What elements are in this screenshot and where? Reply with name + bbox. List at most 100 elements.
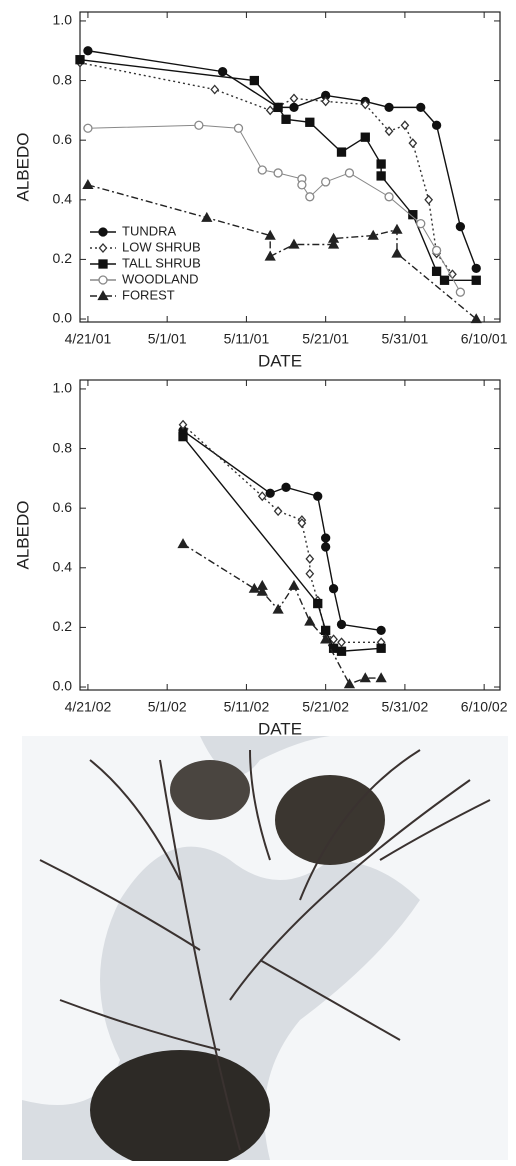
marker — [201, 211, 213, 222]
marker — [439, 275, 450, 285]
y-axis-label: ALBEDO — [13, 501, 32, 570]
legend-marker — [98, 259, 108, 269]
marker — [256, 585, 268, 596]
marker — [471, 263, 481, 273]
marker — [455, 287, 466, 297]
marker — [431, 245, 442, 256]
x-tick-label: 5/21/02 — [302, 699, 349, 715]
marker — [344, 168, 355, 178]
marker — [408, 210, 418, 220]
ground-patch — [170, 760, 250, 820]
y-tick-label: 1.0 — [53, 380, 73, 396]
marker — [375, 672, 387, 683]
marker — [471, 275, 481, 285]
marker — [257, 165, 267, 175]
marker — [367, 229, 379, 240]
marker — [321, 177, 331, 187]
y-tick-label: 0.0 — [53, 310, 73, 326]
marker — [249, 75, 259, 86]
marker — [264, 229, 276, 240]
marker — [327, 232, 340, 243]
marker — [328, 643, 339, 653]
marker — [376, 159, 386, 169]
marker — [210, 84, 220, 95]
marker — [265, 488, 275, 498]
marker — [305, 117, 315, 127]
marker — [470, 313, 482, 324]
marker — [178, 431, 188, 442]
x-tick-label: 5/11/02 — [224, 699, 270, 715]
y-axis-label: ALBEDO — [13, 133, 32, 202]
x-tick-label: 4/21/01 — [65, 331, 112, 347]
x-tick-label: 5/11/01 — [224, 331, 270, 347]
legend-label: TUNDRA — [122, 223, 176, 238]
marker — [408, 138, 418, 149]
marker — [305, 553, 315, 564]
marker — [384, 102, 394, 113]
marker — [384, 126, 394, 137]
x-tick-label: 6/10/01 — [461, 331, 508, 347]
marker — [329, 634, 338, 645]
legend-label: LOW SHRUB — [122, 239, 201, 254]
marker — [217, 66, 228, 77]
marker — [281, 482, 291, 492]
series-line — [182, 543, 382, 685]
marker — [177, 538, 189, 549]
marker — [305, 192, 315, 202]
marker — [321, 625, 331, 636]
marker — [431, 120, 442, 130]
marker — [321, 96, 331, 107]
y-tick-label: 0.8 — [53, 71, 73, 87]
legend-marker — [97, 290, 109, 301]
marker — [264, 250, 276, 261]
marker — [289, 102, 299, 113]
shrub-patch — [275, 775, 385, 865]
legend-marker — [98, 227, 108, 237]
photo — [22, 736, 508, 1166]
marker — [336, 619, 347, 630]
ground-patch — [90, 1050, 270, 1166]
marker — [336, 147, 347, 157]
series-line — [182, 430, 382, 632]
x-axis-label: DATE — [258, 719, 302, 738]
marker — [194, 120, 204, 130]
x-tick-label: 5/21/01 — [302, 331, 349, 347]
x-tick-label: 5/31/02 — [382, 699, 429, 715]
marker — [281, 114, 291, 124]
marker — [337, 637, 346, 648]
marker — [455, 221, 466, 232]
marker — [288, 238, 300, 249]
y-tick-label: 0.2 — [53, 618, 73, 634]
legend-label: WOODLAND — [122, 271, 199, 286]
chart: 0.0 0.2 0.4 0.6 0.8 1.0 4/21/01 5/1/01 5/11/01 5/… — [13, 11, 508, 370]
marker — [359, 672, 371, 683]
legend-label: FOREST — [122, 287, 175, 302]
y-tick-label: 0.6 — [53, 499, 73, 515]
x-tick-label: 5/31/01 — [382, 331, 429, 347]
x-tick-label: 5/1/02 — [148, 699, 187, 715]
plot-frame — [79, 11, 501, 323]
y-tick-label: 0.8 — [53, 439, 73, 455]
marker — [360, 99, 370, 110]
marker — [336, 646, 347, 656]
marker — [289, 93, 299, 104]
marker — [248, 582, 260, 593]
series-line — [182, 424, 382, 644]
x-tick-label: 6/10/02 — [461, 699, 508, 715]
x-tick-label: 5/1/01 — [148, 331, 187, 347]
marker — [321, 542, 331, 552]
marker — [376, 171, 386, 181]
marker — [83, 46, 93, 56]
marker — [304, 615, 316, 626]
marker — [178, 419, 188, 430]
branches — [39, 749, 491, 1151]
y-tick-label: 0.4 — [53, 190, 73, 206]
marker — [431, 266, 442, 276]
marker — [313, 598, 323, 609]
y-tick-label: 0.0 — [53, 678, 73, 694]
marker — [327, 238, 340, 249]
marker — [328, 584, 339, 594]
marker — [265, 105, 275, 116]
marker — [233, 123, 244, 133]
plot-frame — [79, 379, 501, 691]
